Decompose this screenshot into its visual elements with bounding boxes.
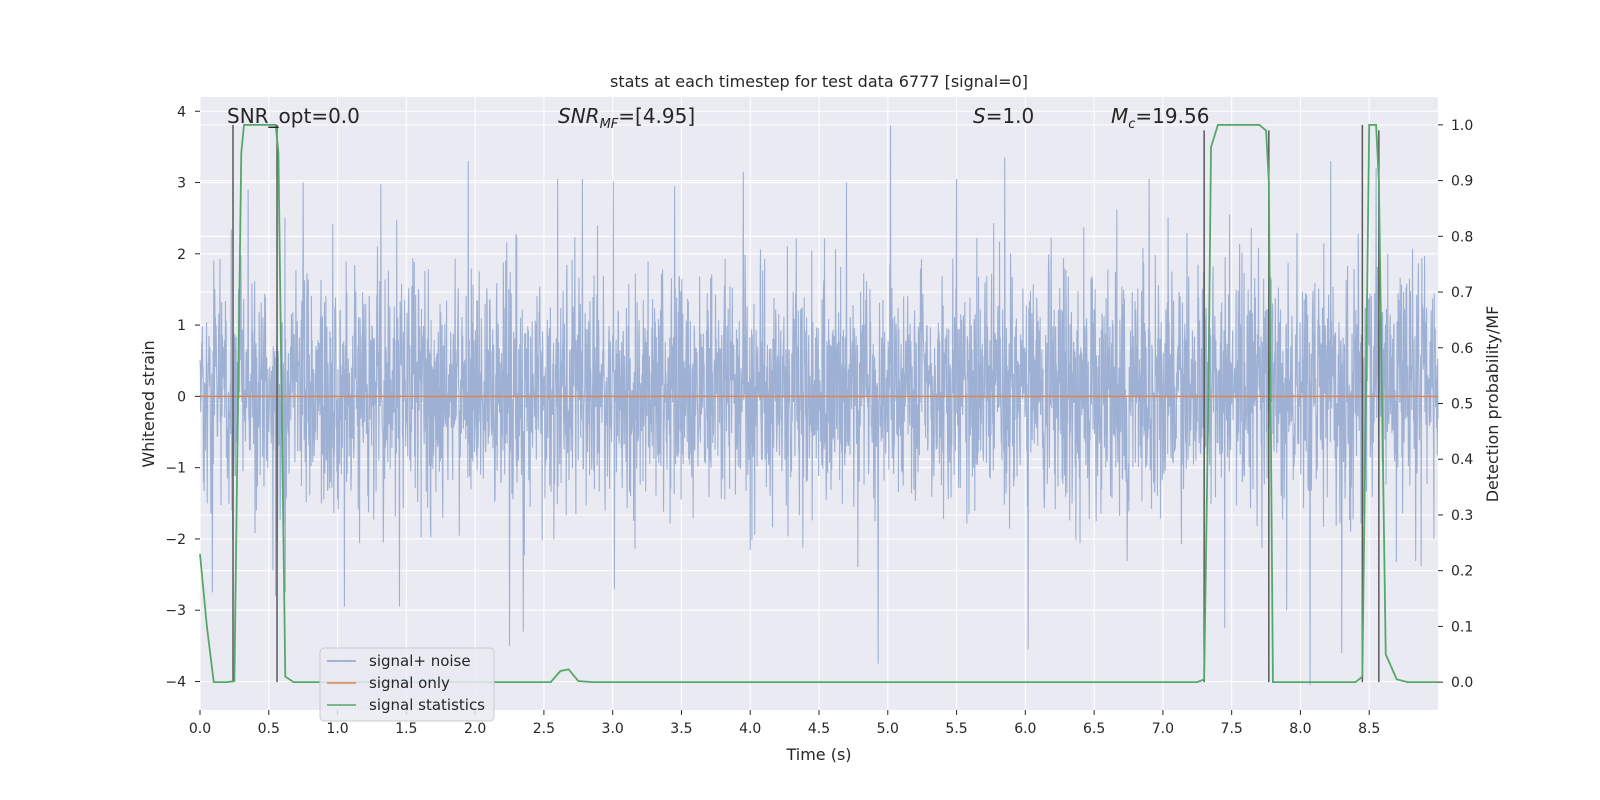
y-tick-label-left: 1 — [177, 318, 186, 334]
annotation-mc-main: M — [1111, 104, 1128, 128]
y-tick-label-right: 1.0 — [1451, 118, 1473, 134]
axes: 0.0 0.5 1.0 1.5 2.0 2.5 3.0 3.5 4.0 4.5 5.0 5.5 6.0 6… — [165, 104, 1473, 737]
legend-label-signal-plus-noise: signal+ noise — [369, 652, 471, 670]
y-tick-label-right: 0.1 — [1451, 619, 1473, 635]
annotation-snr-mf-value: =[4.95] — [618, 104, 695, 128]
y-tick-label-left: −3 — [165, 603, 186, 619]
y-tick-label-left: −4 — [165, 674, 186, 690]
y-tick-label-right: 0.6 — [1451, 341, 1473, 357]
y-tick-label-right: 0.7 — [1451, 285, 1473, 301]
series-signal-plus-noise — [199, 125, 1439, 686]
x-tick-label: 6.5 — [1083, 721, 1105, 737]
x-tick-label: 1.5 — [395, 721, 417, 737]
x-tick-label: 8.5 — [1358, 721, 1380, 737]
signal-statistics-line — [199, 123, 1438, 684]
chart-title: stats at each timestep for test data 677… — [610, 72, 1028, 91]
y-tick-label-left: −2 — [165, 532, 186, 548]
y-tick-label-right: 0.5 — [1451, 397, 1473, 413]
y-tick-label-left: −1 — [165, 461, 186, 477]
legend-label-signal-statistics: signal statistics — [369, 696, 485, 714]
x-tick-label: 1.0 — [326, 721, 348, 737]
x-tick-label: 5.5 — [945, 721, 967, 737]
annotation-s-main: S — [973, 104, 986, 128]
y-tick-label-right: 0.3 — [1451, 508, 1473, 524]
x-tick-label: 0.5 — [258, 721, 280, 737]
x-tick-label: 2.0 — [464, 721, 486, 737]
x-tick-label: 4.5 — [808, 721, 830, 737]
series-signal-statistics — [199, 123, 1438, 684]
annotation-snr-opt: SNR_opt=0.0 — [227, 104, 360, 128]
annotation-snr-mf-sub: MF — [600, 117, 619, 132]
annotation-snr-mf-main: SNR — [558, 104, 600, 128]
legend-box — [319, 647, 495, 722]
x-tick-label: 4.0 — [739, 721, 761, 737]
y-axis-label-left: Whitened strain — [139, 340, 158, 467]
y-tick-label-left: 2 — [177, 247, 186, 263]
legend: signal+ noise signal only signal statist… — [319, 647, 495, 722]
x-tick-label: 7.0 — [1152, 721, 1174, 737]
y-tick-label-right: 0.8 — [1451, 229, 1473, 245]
x-tick-label: 2.5 — [533, 721, 555, 737]
y-tick-label-right: 0.2 — [1451, 564, 1473, 580]
x-tick-label: 5.0 — [877, 721, 899, 737]
y-tick-label-left: 0 — [177, 389, 186, 405]
x-tick-label: 3.5 — [670, 721, 692, 737]
legend-label-signal-only: signal only — [369, 674, 450, 692]
x-tick-label: 0.0 — [189, 721, 211, 737]
annotation-snr-mf: SNRMF=[4.95] — [558, 104, 695, 132]
y-tick-label-right: 0.9 — [1451, 174, 1473, 190]
annotation-mc-sub: c — [1128, 117, 1135, 132]
y-tick-label-left: 4 — [177, 104, 186, 120]
annotation-mc-value: =19.56 — [1135, 104, 1209, 128]
annotation-mc: Mc=19.56 — [1111, 104, 1209, 132]
x-tick-label: 6.0 — [1014, 721, 1036, 737]
signal-plus-noise-line — [199, 125, 1439, 686]
y-tick-label-right: 0.0 — [1451, 675, 1473, 691]
x-tick-label: 8.0 — [1289, 721, 1311, 737]
annotation-s: S=1.0 — [973, 104, 1034, 128]
y-tick-label-left: 3 — [177, 176, 186, 192]
x-tick-label: 3.0 — [602, 721, 624, 737]
y-tick-label-right: 0.4 — [1451, 452, 1473, 468]
annotation-s-value: =1.0 — [986, 104, 1035, 128]
y-axis-label-right: Detection probability/MF — [1483, 306, 1502, 503]
x-tick-label: 7.5 — [1221, 721, 1243, 737]
x-axis-label: Time (s) — [785, 745, 851, 764]
